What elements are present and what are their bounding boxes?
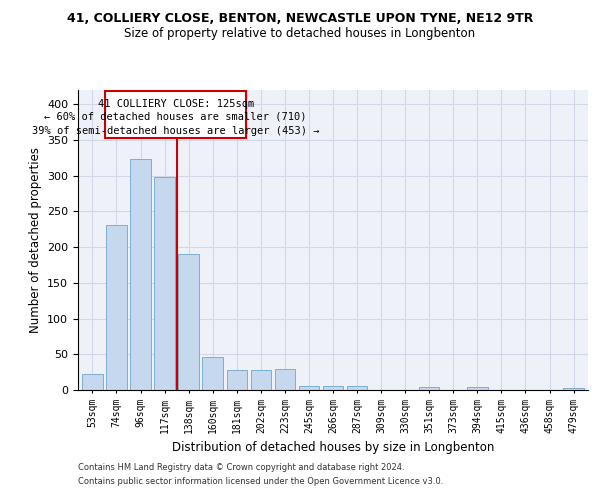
Text: 39% of semi-detached houses are larger (453) →: 39% of semi-detached houses are larger (… [32, 126, 319, 136]
Bar [563, 388, 584, 390]
Bar [178, 254, 199, 390]
Bar [130, 160, 151, 390]
FancyBboxPatch shape [105, 92, 247, 138]
Bar [467, 387, 488, 390]
Text: Contains HM Land Registry data © Crown copyright and database right 2024.: Contains HM Land Registry data © Crown c… [78, 464, 404, 472]
Bar [347, 386, 367, 390]
Bar [323, 386, 343, 390]
Text: 41, COLLIERY CLOSE, BENTON, NEWCASTLE UPON TYNE, NE12 9TR: 41, COLLIERY CLOSE, BENTON, NEWCASTLE UP… [67, 12, 533, 26]
Bar [251, 370, 271, 390]
Bar [154, 177, 175, 390]
Bar [82, 374, 103, 390]
Text: Size of property relative to detached houses in Longbenton: Size of property relative to detached ho… [124, 28, 476, 40]
Bar [419, 387, 439, 390]
Text: Contains public sector information licensed under the Open Government Licence v3: Contains public sector information licen… [78, 477, 443, 486]
Text: ← 60% of detached houses are smaller (710): ← 60% of detached houses are smaller (71… [44, 112, 307, 122]
Bar [227, 370, 247, 390]
Bar [275, 370, 295, 390]
Y-axis label: Number of detached properties: Number of detached properties [29, 147, 41, 333]
Bar [299, 386, 319, 390]
X-axis label: Distribution of detached houses by size in Longbenton: Distribution of detached houses by size … [172, 441, 494, 454]
Text: 41 COLLIERY CLOSE: 125sqm: 41 COLLIERY CLOSE: 125sqm [98, 100, 254, 110]
Bar [202, 357, 223, 390]
Bar [106, 225, 127, 390]
